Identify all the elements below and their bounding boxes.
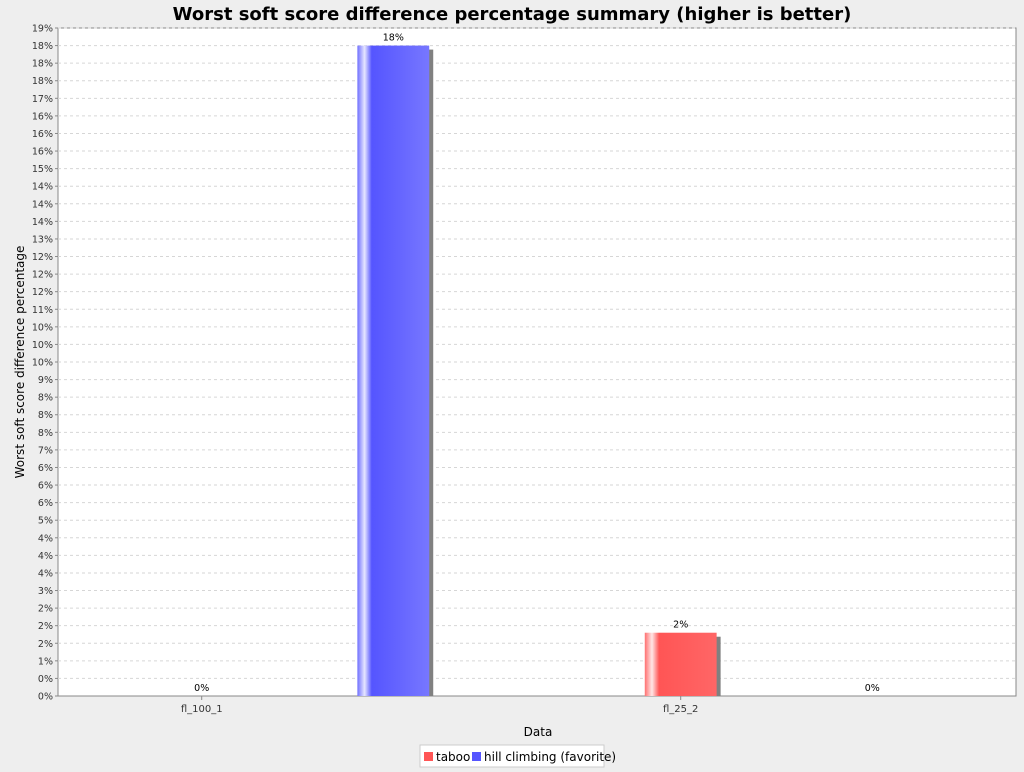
x-tick-label: fl_25_2	[663, 704, 698, 715]
y-tick-label: 10%	[32, 358, 53, 369]
y-tick-label: 10%	[32, 340, 53, 351]
y-tick-label: 16%	[32, 147, 53, 158]
bars	[357, 45, 721, 696]
y-tick-label: 3%	[38, 586, 53, 597]
bar-hill-climbing-fl-100-1	[357, 45, 430, 696]
legend-swatch-hill-climbing	[472, 752, 481, 761]
y-tick-label: 1%	[38, 656, 53, 667]
legend-swatch-taboo	[424, 752, 433, 761]
y-tick-label: 2%	[38, 604, 53, 615]
y-tick-label: 11%	[32, 305, 53, 316]
bar-value-label: 18%	[383, 33, 404, 44]
x-axis-ticks: fl_100_1 fl_25_2	[181, 696, 698, 715]
y-tick-label: 9%	[38, 375, 53, 386]
y-tick-label: 13%	[32, 234, 53, 245]
y-tick-label: 18%	[32, 76, 53, 87]
y-tick-label: 6%	[38, 498, 53, 509]
legend: taboo hill climbing (favorite)	[419, 744, 616, 768]
y-tick-label: 4%	[38, 568, 53, 579]
grid-lines	[58, 27, 1016, 679]
y-axis-label: Worst soft score difference percentage	[13, 246, 27, 479]
y-tick-label: 16%	[32, 111, 53, 122]
bar-value-label: 2%	[673, 620, 688, 631]
chart-title: Worst soft score difference percentage s…	[173, 4, 852, 25]
legend-label-hill-climbing: hill climbing (favorite)	[484, 750, 616, 764]
bar-taboo-fl-25-2	[644, 632, 717, 696]
plot-area	[57, 27, 1017, 697]
legend-label-taboo: taboo	[436, 750, 470, 764]
y-tick-label: 10%	[32, 322, 53, 333]
y-tick-label: 0%	[38, 692, 53, 703]
x-axis-label: Data	[524, 725, 553, 739]
y-tick-label: 18%	[32, 41, 53, 52]
y-tick-label: 14%	[32, 217, 53, 228]
y-tick-label: 17%	[32, 94, 53, 105]
y-tick-label: 12%	[32, 270, 53, 281]
x-tick-label: fl_100_1	[181, 704, 223, 715]
y-tick-label: 15%	[32, 164, 53, 175]
y-tick-label: 12%	[32, 287, 53, 298]
y-tick-label: 14%	[32, 199, 53, 210]
y-tick-label: 4%	[38, 551, 53, 562]
y-tick-label: 16%	[32, 129, 53, 140]
bar-value-label: 0%	[865, 683, 880, 694]
bar-value-label: 0%	[194, 683, 209, 694]
y-tick-label: 6%	[38, 481, 53, 492]
y-tick-label: 14%	[32, 182, 53, 193]
y-tick-label: 0%	[38, 674, 53, 685]
y-tick-label: 18%	[32, 59, 53, 70]
y-tick-label: 2%	[38, 639, 53, 650]
y-tick-label: 5%	[38, 516, 53, 527]
y-tick-label: 8%	[38, 393, 53, 404]
y-tick-label: 12%	[32, 252, 53, 263]
y-axis-ticks: 0% 0% 1% 2% 2% 2% 3% 4% 4% 4% 5% 6% 6% 6% 7% 8% 8% 8% 9% 10…	[32, 24, 58, 703]
legend-box	[419, 744, 605, 768]
y-tick-label: 6%	[38, 463, 53, 474]
y-tick-label: 8%	[38, 410, 53, 421]
y-tick-label: 2%	[38, 621, 53, 632]
y-tick-label: 19%	[32, 24, 53, 35]
y-tick-label: 7%	[38, 445, 53, 456]
y-tick-label: 4%	[38, 533, 53, 544]
bar-labels: 0% 18% 2% 0%	[194, 33, 880, 694]
y-tick-label: 8%	[38, 428, 53, 439]
